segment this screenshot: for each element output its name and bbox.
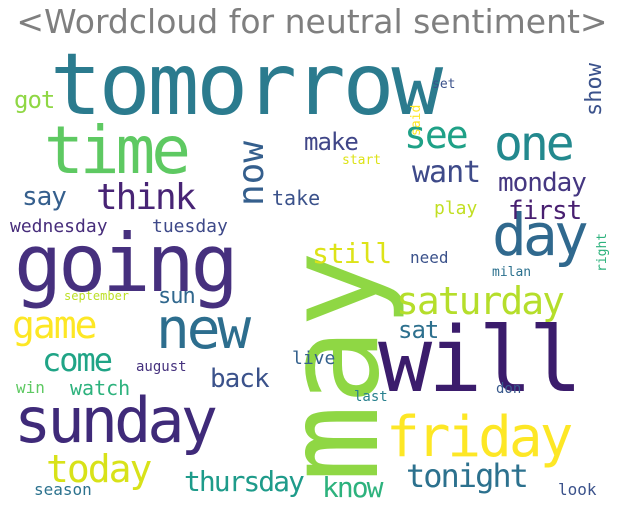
word-want: want — [412, 155, 481, 190]
word-don: don — [496, 381, 522, 397]
word-make: make — [304, 128, 359, 156]
word-one: one — [494, 116, 575, 172]
word-tonight: tonight — [406, 457, 529, 495]
word-right: right — [595, 232, 610, 272]
word-watch: watch — [70, 376, 131, 400]
word-friday: friday — [386, 405, 573, 470]
word-got: got — [14, 86, 55, 114]
word-day: day — [492, 201, 589, 269]
wordcloud-title: <Wordcloud for neutral sentiment> — [16, 2, 608, 41]
word-now: now — [231, 140, 272, 206]
word-look: look — [558, 480, 597, 499]
word-today: today — [46, 447, 152, 491]
word-live: live — [292, 348, 336, 369]
word-first: first — [508, 196, 582, 226]
word-will: will — [378, 308, 583, 413]
word-august: august — [136, 359, 187, 375]
word-win: win — [16, 378, 45, 397]
word-wednesday: wednesday — [10, 216, 108, 237]
word-said: said — [409, 104, 424, 136]
word-game: game — [12, 303, 98, 347]
word-back: back — [210, 364, 270, 394]
word-need: need — [410, 248, 449, 267]
word-know: know — [322, 471, 383, 504]
word-come: come — [42, 341, 113, 379]
word-monday: monday — [498, 168, 587, 198]
word-going: going — [14, 217, 239, 310]
word-say: say — [22, 182, 67, 212]
word-start: start — [342, 153, 382, 168]
word-thursday: thursday — [184, 465, 305, 498]
word-sat: sat — [398, 316, 439, 344]
word-time: time — [44, 112, 191, 189]
word-take: take — [272, 186, 321, 210]
word-season: season — [34, 480, 92, 499]
word-sun: sun — [158, 284, 196, 309]
word-tuesday: tuesday — [152, 216, 228, 237]
word-saturday: saturday — [396, 279, 565, 323]
wordcloud-canvas: tomorrow may going will time day sunday … — [6, 44, 618, 506]
word-see: see — [404, 113, 469, 157]
word-play: play — [434, 198, 478, 219]
word-sunday: sunday — [14, 384, 218, 457]
word-september: september — [64, 289, 130, 303]
word-milan: milan — [492, 265, 532, 280]
word-still: still — [312, 237, 392, 270]
word-last: last — [354, 389, 388, 405]
word-show: show — [582, 63, 607, 116]
word-new: new — [156, 297, 251, 362]
word-set: set — [432, 77, 456, 92]
word-think: think — [96, 177, 196, 218]
word-tomorrow: tomorrow — [50, 44, 443, 135]
